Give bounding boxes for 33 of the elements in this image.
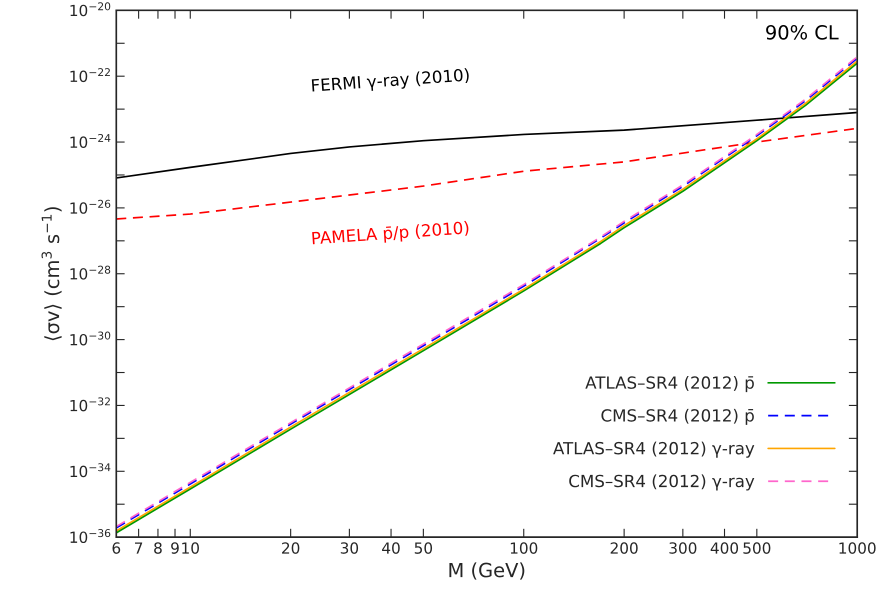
y-tick-label: 10$^{−20}$ [70,2,110,16]
y-tick-label: 10$^{−32}$ [70,397,110,412]
y-tick-label: 10$^{−28}$ [70,266,110,280]
y-tick-label: 10$^{−30}$ [70,331,110,346]
x-tick-label: 200 [610,542,638,554]
x-tick-label: 500 [743,542,770,554]
x-tick-label: 400 [710,542,738,554]
x-tick-label: 9 [171,542,179,554]
x-tick-label: 10 [182,542,199,554]
x-tick-label: 8 [154,542,162,554]
y-tick-label: 10$^{−34}$ [70,463,110,478]
y-tick-label: 10$^{−26}$ [70,200,110,214]
annotation: 90% CL [766,24,839,40]
legend-label: CMS–SR4 (2012) p̄ [601,408,754,425]
y-tick-label: 10$^{−24}$ [70,134,110,148]
x-tick-label: 30 [340,542,358,554]
x-tick-label: 20 [282,542,300,554]
x-tick-label: 1000 [839,542,876,554]
y-tick-label: 10$^{−22}$ [70,68,110,82]
x-axis-title: M (GeV) [449,562,524,580]
x-tick-label: 7 [135,542,142,554]
x-tick-label: 100 [510,542,538,554]
legend-label: ATLAS–SR4 (2012) γ-ray [553,442,754,458]
y-tick-label: 10$^{−36}$ [70,529,110,544]
x-tick-label: 50 [414,542,432,554]
y-axis-title: ⟨σv⟩ (cm$^{3}$ s$^{−1}$) [42,207,62,340]
x-tick-label: 300 [669,542,696,554]
x-tick-label: 40 [382,542,400,554]
legend-label: CMS–SR4 (2012) γ-ray [569,474,754,491]
legend-label: ATLAS–SR4 (2012) p̄ [585,376,754,392]
x-tick-label: 6 [112,542,120,554]
annotation: PAMELA p̄/p (2010) [312,220,469,248]
annotation: FERMI γ-ray (2010) [312,68,470,95]
